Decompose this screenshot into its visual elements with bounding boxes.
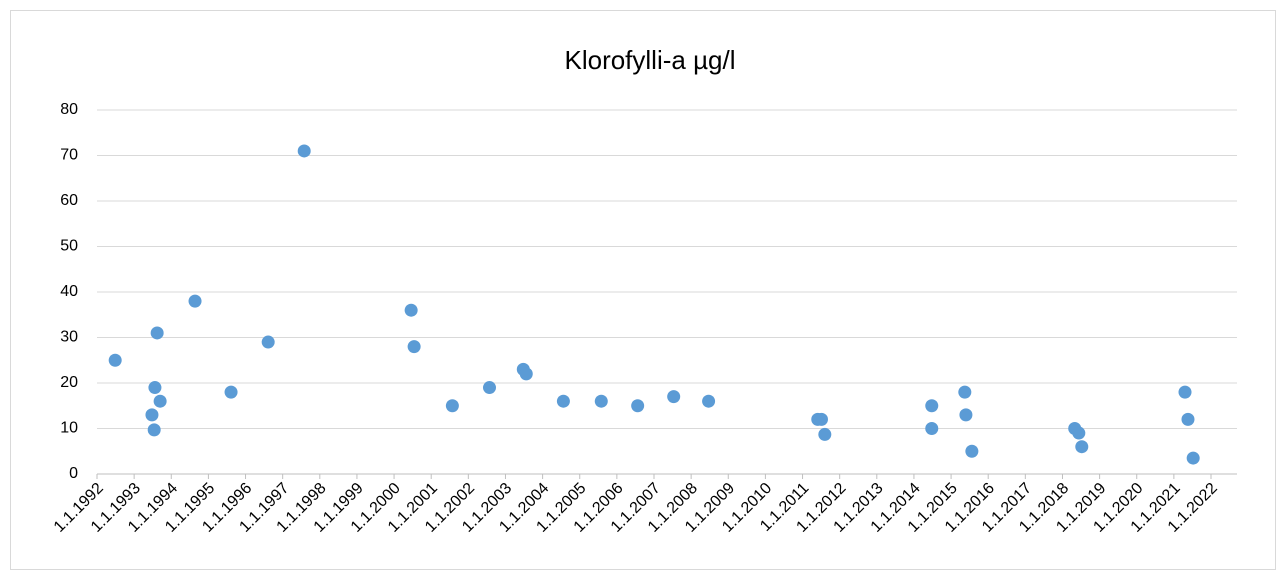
point: [1178, 385, 1192, 399]
chart-border: [10, 10, 1276, 570]
point: [959, 408, 973, 422]
chart-title: Klorofylli-a µg/l: [564, 45, 735, 75]
point: [407, 340, 421, 354]
point: [1075, 440, 1089, 454]
point: [1181, 412, 1195, 426]
point: [148, 381, 162, 395]
point: [818, 427, 832, 441]
point: [519, 367, 533, 381]
point: [1186, 451, 1200, 465]
point: [1072, 426, 1086, 440]
point: [147, 423, 161, 437]
point: [108, 353, 122, 367]
point: [814, 412, 828, 426]
point: [925, 399, 939, 413]
y-tick-label: 60: [60, 192, 78, 209]
point: [404, 303, 418, 317]
point: [261, 335, 275, 349]
point: [445, 399, 459, 413]
y-tick-label: 30: [60, 329, 78, 346]
point: [958, 385, 972, 399]
y-tick-label: 0: [69, 465, 78, 482]
point: [594, 394, 608, 408]
point: [150, 326, 164, 340]
y-tick-label: 10: [60, 420, 78, 437]
point: [556, 394, 570, 408]
point: [667, 390, 681, 404]
y-tick-label: 70: [60, 147, 78, 164]
point: [965, 444, 979, 458]
point: [631, 399, 645, 413]
point: [702, 394, 716, 408]
point: [188, 294, 202, 308]
y-tick-label: 50: [60, 238, 78, 255]
point: [297, 144, 311, 158]
point: [483, 381, 497, 395]
y-tick-label: 20: [60, 374, 78, 391]
point: [224, 385, 238, 399]
point: [153, 394, 167, 408]
point: [925, 422, 939, 435]
y-tick-label: 40: [60, 283, 78, 300]
point: [145, 408, 159, 422]
y-tick-label: 80: [60, 101, 78, 118]
